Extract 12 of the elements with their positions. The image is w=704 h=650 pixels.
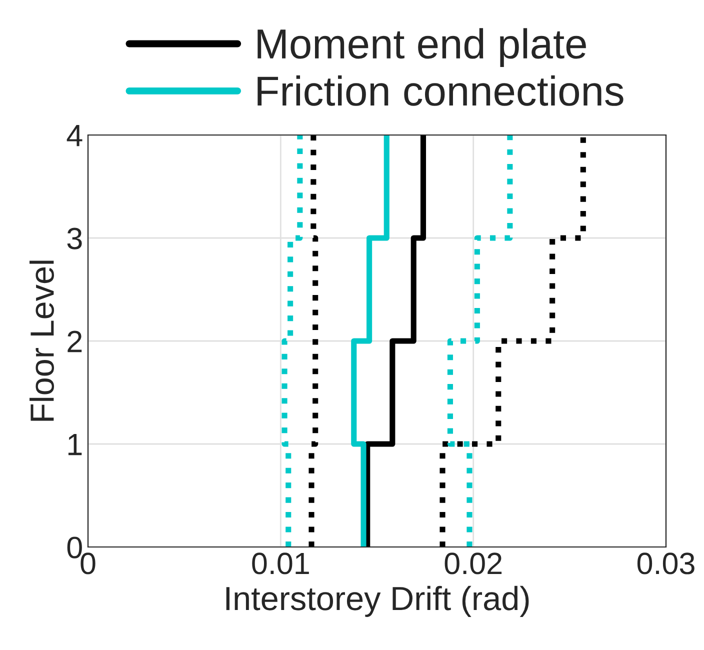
x-axis-title: Interstorey Drift (rad) bbox=[226, 586, 529, 617]
y-tick-label: 0 bbox=[67, 536, 82, 558]
y-tick-label: 4 bbox=[66, 125, 82, 146]
y-tick-label: 3 bbox=[67, 228, 82, 250]
y-axis-title: Floor Level bbox=[30, 260, 54, 421]
x-tick-label: 0.02 bbox=[444, 552, 502, 574]
legend-label: Friction connections bbox=[258, 75, 624, 106]
x-tick-label: 0.01 bbox=[252, 552, 309, 574]
legend-label: Moment end plate bbox=[258, 28, 586, 67]
y-tick-label: 2 bbox=[68, 330, 82, 352]
x-tick-label: 0.03 bbox=[637, 552, 694, 574]
y-tick-label: 1 bbox=[68, 434, 82, 456]
